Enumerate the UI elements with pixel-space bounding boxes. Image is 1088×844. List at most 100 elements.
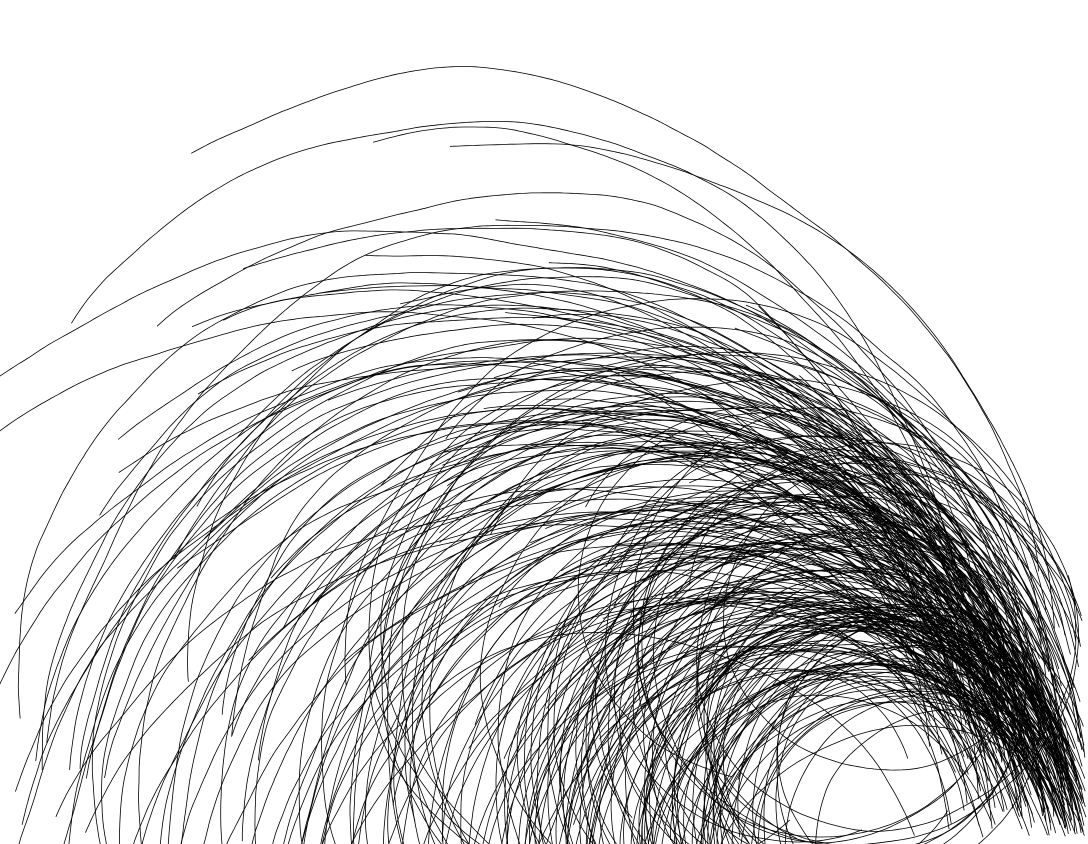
stroke-line <box>196 307 980 662</box>
stroke-line <box>795 382 1079 743</box>
stroke-line <box>604 436 1019 843</box>
stroke-line <box>530 505 1028 844</box>
stroke-line <box>698 616 1003 763</box>
stroke-line <box>404 500 977 822</box>
stroke-line <box>400 283 952 707</box>
stroke-line <box>672 512 1010 677</box>
stroke-line <box>474 496 1072 804</box>
stroke-line <box>623 669 909 844</box>
stroke-line <box>771 629 1075 820</box>
stroke-line <box>706 537 1042 844</box>
stroke-line <box>632 407 1079 844</box>
stroke-line <box>449 143 1055 629</box>
stroke-line <box>636 678 1022 844</box>
stroke-line <box>446 407 1075 689</box>
stroke-line <box>504 542 1065 844</box>
stroke-line <box>191 289 1037 717</box>
stroke-line <box>79 267 1040 769</box>
stroke-line <box>282 400 1037 710</box>
stroke-line <box>381 392 986 844</box>
stroke-line <box>104 367 1006 778</box>
stroke-line <box>303 479 1055 844</box>
stroke-line <box>321 371 1048 844</box>
stroke-line <box>651 545 1010 844</box>
stroke-line <box>751 690 1083 844</box>
stroke-group <box>0 66 1087 844</box>
stroke-line <box>562 581 1018 844</box>
stroke-line <box>55 498 1063 820</box>
stroke-line <box>495 548 1023 844</box>
stroke-line <box>560 526 1047 822</box>
stroke-line <box>731 663 1054 844</box>
stroke-line <box>570 530 1085 826</box>
stroke-line <box>365 255 953 677</box>
stroke-line <box>85 352 1071 779</box>
stroke-line <box>566 596 1060 844</box>
stroke-line <box>573 624 1063 825</box>
stroke-line <box>745 304 1022 647</box>
stroke-line <box>301 442 1050 844</box>
stroke-line <box>645 607 1029 844</box>
stroke-line <box>272 496 1085 844</box>
stroke-line <box>644 675 1050 844</box>
stroke-line <box>586 608 1083 844</box>
stroke-line <box>401 353 1047 844</box>
stroke-line <box>99 292 941 537</box>
stroke-line <box>368 374 916 844</box>
stroke-line <box>713 568 1049 844</box>
stroke-line <box>598 670 981 844</box>
stroke-line <box>546 591 1021 809</box>
stroke-line <box>490 378 1042 645</box>
stroke-line <box>322 632 915 844</box>
stroke-line <box>529 645 952 844</box>
stroke-line <box>221 424 930 747</box>
stroke-line <box>17 272 1024 752</box>
stroke-line <box>91 339 1011 844</box>
stroke-line <box>319 285 927 656</box>
stroke-line <box>625 569 1038 844</box>
stroke-line <box>324 520 1020 844</box>
stroke-line <box>787 641 1069 780</box>
stroke-line <box>248 452 1061 775</box>
stroke-line <box>614 494 1008 844</box>
stroke-line <box>803 475 979 800</box>
stroke-line <box>474 600 1066 844</box>
stroke-line <box>548 262 981 649</box>
stroke-line <box>460 545 950 844</box>
stroke-line <box>546 623 1032 844</box>
stroke-line <box>585 406 966 604</box>
stroke-line <box>746 618 1028 755</box>
stroke-line <box>641 448 1050 838</box>
stroke-line <box>581 536 1008 844</box>
stroke-line <box>495 219 1086 758</box>
stroke-line <box>133 511 996 844</box>
stroke-line <box>488 645 965 844</box>
stroke-line <box>591 512 964 819</box>
stroke-line <box>350 600 1020 844</box>
stroke-line <box>614 542 1048 836</box>
stroke-line <box>68 375 1040 844</box>
stroke-line <box>0 360 999 778</box>
stroke-line <box>635 402 998 740</box>
stroke-line <box>701 627 1066 844</box>
stroke-line <box>710 596 1004 844</box>
stroke-line <box>223 282 993 829</box>
stroke-line <box>0 230 1080 643</box>
stroke-line <box>380 346 1029 649</box>
stroke-line <box>231 368 971 737</box>
stroke-line <box>605 435 1082 617</box>
stroke-line <box>46 224 1019 743</box>
stroke-line <box>547 478 995 844</box>
stroke-line <box>722 607 1032 844</box>
stroke-line <box>589 553 1030 836</box>
stroke-line <box>712 603 1071 844</box>
stroke-line <box>138 339 1030 844</box>
stroke-line <box>488 432 958 621</box>
stroke-line <box>0 311 931 722</box>
stroke-line <box>587 591 1043 790</box>
stroke-line <box>191 66 1039 572</box>
stroke-line <box>392 535 1051 822</box>
stroke-line <box>524 501 1061 844</box>
